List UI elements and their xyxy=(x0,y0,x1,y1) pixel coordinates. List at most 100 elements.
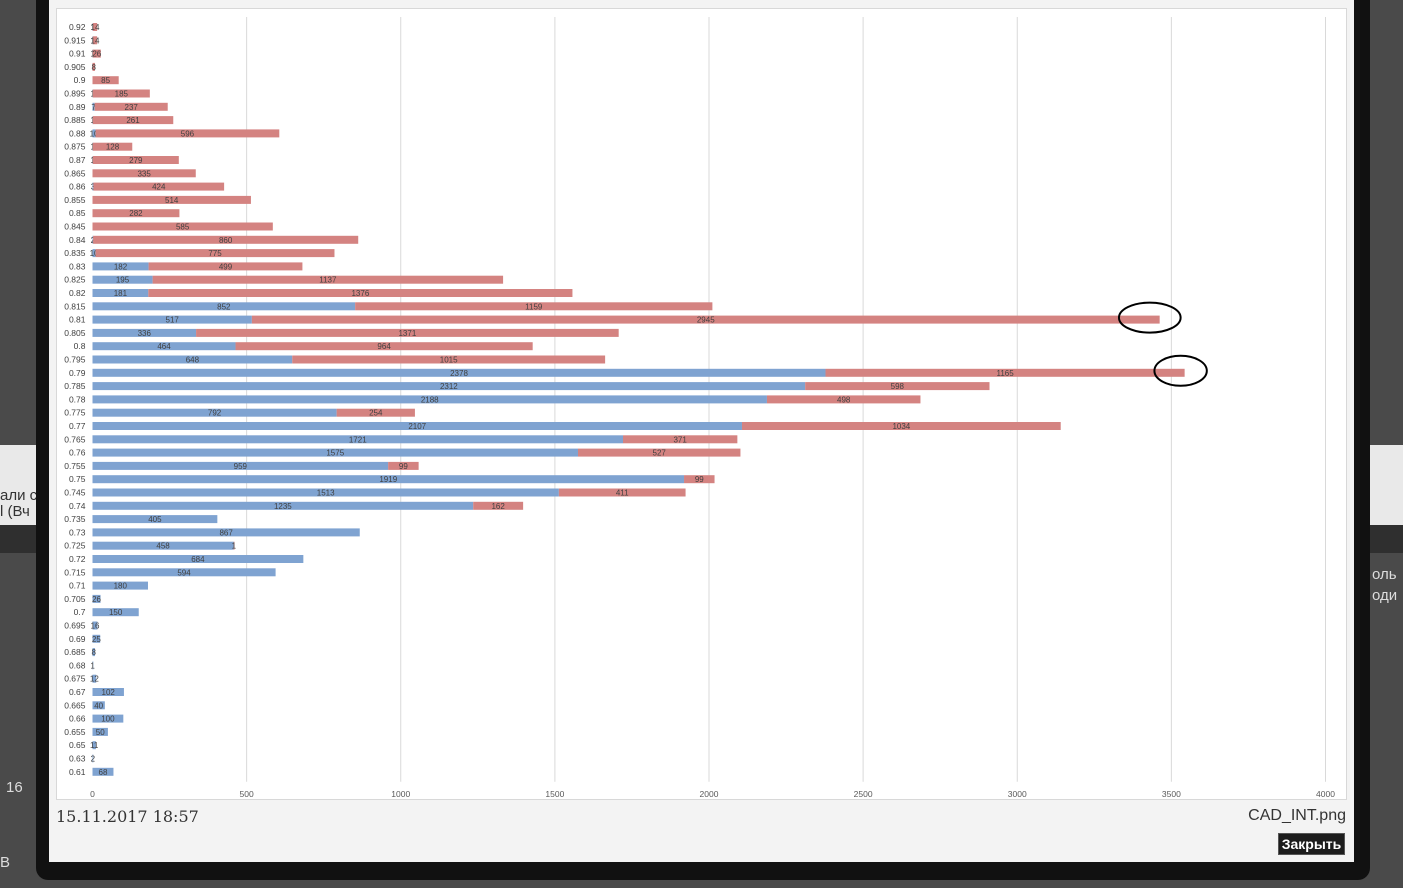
bar-series-1 xyxy=(92,488,559,497)
y-tick-label: 0.835 xyxy=(64,248,86,258)
y-tick-label: 0.865 xyxy=(64,168,86,178)
bar-series-2 xyxy=(577,448,741,457)
y-tick-label: 0.71 xyxy=(69,581,86,591)
bar-series-1 xyxy=(92,741,96,750)
bar-series-1 xyxy=(92,581,148,590)
backdrop-bar-left xyxy=(0,525,40,553)
bar-series-1 xyxy=(92,408,337,417)
bar-series-2 xyxy=(92,36,98,45)
x-tick-label: 500 xyxy=(240,789,254,799)
y-tick-label: 0.81 xyxy=(69,315,86,325)
data-label-series-1: 336 xyxy=(138,329,152,338)
y-tick-label: 0.825 xyxy=(64,275,86,285)
y-tick-label: 0.82 xyxy=(69,288,86,298)
y-tick-label: 0.725 xyxy=(64,541,86,551)
data-label-series-1: 458 xyxy=(156,542,170,551)
bar-series-2 xyxy=(251,315,1160,324)
data-label-series-1: 464 xyxy=(157,342,171,351)
data-label-series-1: 10 xyxy=(90,249,99,258)
y-tick-label: 0.72 xyxy=(69,554,86,564)
backdrop-text: B xyxy=(0,854,11,871)
image-date: 15.11.2017 18:57 xyxy=(56,807,199,826)
close-button[interactable]: Закрыть xyxy=(1278,833,1345,855)
data-label-series-1: 792 xyxy=(208,409,222,418)
data-label-series-1: 40 xyxy=(94,701,103,710)
x-tick-label: 1000 xyxy=(391,789,410,799)
data-label-series-2: 237 xyxy=(125,103,139,112)
bar-series-1 xyxy=(92,568,276,577)
data-label-series-2: 1137 xyxy=(319,276,337,285)
y-tick-label: 0.63 xyxy=(69,754,86,764)
data-label-series-2: 1371 xyxy=(398,329,416,338)
y-tick-label: 0.87 xyxy=(69,155,86,165)
y-tick-label: 0.69 xyxy=(69,634,86,644)
bar-series-2 xyxy=(92,116,174,125)
data-label-series-2: 282 xyxy=(129,209,143,218)
data-label-series-2: 2945 xyxy=(697,316,715,325)
data-label-series-2: 261 xyxy=(126,116,140,125)
bar-series-1 xyxy=(92,634,101,643)
bar-series-2 xyxy=(152,275,504,284)
y-tick-label: 0.8 xyxy=(74,341,86,351)
bar-series-1 xyxy=(92,262,149,271)
data-label-series-1: 25 xyxy=(92,635,101,644)
bar-series-1 xyxy=(92,661,94,670)
y-tick-label: 0.66 xyxy=(69,714,86,724)
data-label-series-2: 128 xyxy=(106,143,120,152)
bar-series-1 xyxy=(92,368,826,377)
bar-series-1 xyxy=(92,621,98,630)
bar-series-1 xyxy=(92,448,578,457)
bar-series-2 xyxy=(95,129,280,138)
y-tick-label: 0.88 xyxy=(69,128,86,138)
y-tick-label: 0.78 xyxy=(69,394,86,404)
y-tick-label: 0.85 xyxy=(69,208,86,218)
y-tick-label: 0.9 xyxy=(74,75,86,85)
data-label-series-1: 517 xyxy=(166,316,180,325)
bar-series-1 xyxy=(92,289,149,297)
bar-series-1 xyxy=(92,501,474,510)
data-label-series-2: 8 xyxy=(92,63,97,72)
bar-series-2 xyxy=(684,475,715,484)
backdrop-text: оди xyxy=(1372,587,1398,604)
data-label-series-1: 102 xyxy=(102,688,116,697)
data-label-series-2: 499 xyxy=(219,262,233,271)
y-tick-label: 0.855 xyxy=(64,195,86,205)
bar-series-1 xyxy=(92,515,218,524)
data-label-series-2: 424 xyxy=(152,183,166,192)
bar-series-1 xyxy=(92,767,114,776)
data-label-series-2: 585 xyxy=(176,223,190,232)
y-tick-label: 0.92 xyxy=(69,22,86,32)
bar-series-1 xyxy=(92,727,108,736)
bar-series-1 xyxy=(92,129,96,138)
bar-series-2 xyxy=(148,262,303,271)
bar-series-2 xyxy=(622,435,738,444)
data-label-series-2: 99 xyxy=(399,462,408,471)
x-tick-label: 0 xyxy=(90,789,95,799)
data-label-series-1: 10 xyxy=(90,129,99,138)
bar-series-2 xyxy=(92,62,95,71)
y-tick-label: 0.79 xyxy=(69,368,86,378)
image-filename: CAD_INT.png xyxy=(1248,807,1346,824)
bar-series-1 xyxy=(92,541,234,550)
bar-series-1 xyxy=(92,461,389,470)
y-tick-label: 0.655 xyxy=(64,727,86,737)
bar-series-1 xyxy=(92,328,197,337)
x-tick-label: 2000 xyxy=(700,789,719,799)
data-label-series-1: 12 xyxy=(90,675,99,684)
y-tick-label: 0.76 xyxy=(69,448,86,458)
y-tick-label: 0.75 xyxy=(69,474,86,484)
y-tick-label: 0.67 xyxy=(69,687,86,697)
bar-series-2 xyxy=(355,302,713,311)
data-label-series-2: 964 xyxy=(377,342,391,351)
bar-series-2 xyxy=(94,102,168,111)
bar-series-2 xyxy=(825,368,1185,377)
data-label-series-1: 68 xyxy=(99,768,108,777)
data-label-series-1: 3 xyxy=(91,183,96,192)
data-label-series-1: 959 xyxy=(234,462,248,471)
data-label-series-1: 2 xyxy=(91,755,96,764)
bar-series-2 xyxy=(336,408,415,417)
bar-series-2 xyxy=(805,382,990,391)
bar-series-1 xyxy=(92,648,95,657)
y-tick-label: 0.675 xyxy=(64,674,86,684)
data-label-series-2: 1159 xyxy=(525,302,543,311)
